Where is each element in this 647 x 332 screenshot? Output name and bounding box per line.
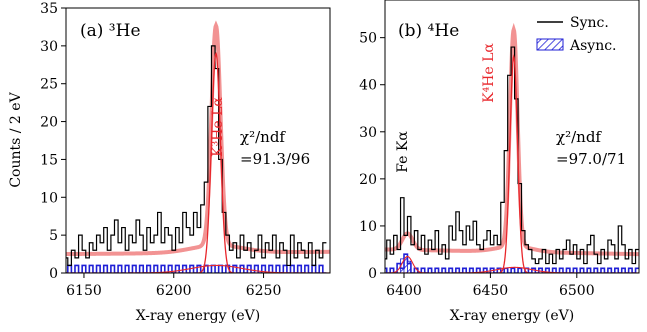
legend-async-label: Async.: [569, 38, 617, 54]
panel-b-async-histogram: [385, 253, 639, 273]
panel-b-x-axis-label: X-ray energy (eV): [450, 308, 575, 324]
panel-b-fit-peak: [385, 54, 639, 273]
panel-b-xtick-label-6450: 6450: [473, 283, 509, 299]
legend-sync-label: Sync.: [570, 15, 609, 31]
panel-b-xtick-label-6500: 6500: [559, 283, 595, 299]
panel-b-ytick-label-50: 50: [359, 31, 377, 47]
legend: Sync. Async.: [536, 15, 617, 54]
panel-a-async-histogram: [66, 264, 327, 273]
panel-a-xtick-label-6150: 6150: [66, 283, 102, 299]
panel-b-fit-total: [385, 22, 639, 257]
panel-a-ytick-label-30: 30: [40, 39, 58, 55]
panel-a-chi-label: χ²/ndf: [240, 128, 286, 146]
panel-a-fit-total: [66, 20, 330, 257]
panel-a-title: (a) ³He: [80, 21, 141, 41]
panel-b-frame: [384, 0, 640, 274]
panel-a-ytick-label-15: 15: [40, 152, 58, 168]
panel-a-xtick-label-6250: 6250: [246, 283, 282, 299]
panel-b-ytick-label-40: 40: [359, 78, 377, 94]
panel-b-xtick-label-6400: 6400: [386, 283, 422, 299]
panel-a-xtick-label-6200: 6200: [156, 283, 192, 299]
panel-b-fe-label: Fe Kα: [395, 131, 411, 173]
panel-b-chi-label: χ²/ndf: [556, 128, 602, 146]
panel-a-ytick-label-25: 25: [40, 77, 58, 93]
panel-b-sync-histogram: [385, 46, 639, 265]
panel-b-ytick-label-20: 20: [359, 172, 377, 188]
panel-b-ytick-label-30: 30: [359, 125, 377, 141]
panel-a-ytick-label-20: 20: [40, 115, 58, 131]
panel-a-sync-histogram: [66, 45, 327, 267]
panel-a-peak-label: K³He Lα: [210, 97, 226, 157]
panel-b-fit-tail: [385, 266, 639, 273]
panel-b-ytick-label-10: 10: [359, 219, 377, 235]
panel-a-ytick-label-35: 35: [40, 1, 58, 17]
panel-b-peak-label: K⁴He Lα: [481, 43, 497, 103]
panel-b-title: (b) ⁴He: [398, 21, 459, 41]
panel-a-chi-value: =91.3/96: [240, 150, 310, 168]
legend-async-swatch: [536, 38, 564, 51]
panel-b-ytick-label-0: 0: [368, 266, 377, 282]
panel-a-ytick-label-10: 10: [40, 190, 58, 206]
panel-a: 6150 6200 6250 0 5 10 15 20 25 30 35 (a) ³He K³He …: [40, 1, 331, 299]
y-axis-label: Counts / 2 eV: [8, 91, 24, 187]
panel-b-chi-value: =97.0/71: [556, 150, 626, 168]
panel-a-frame: [65, 7, 331, 274]
panel-a-ytick-label-5: 5: [49, 228, 58, 244]
panel-a-ytick-label-0: 0: [49, 266, 58, 282]
panel-a-x-axis-label: X-ray energy (eV): [136, 308, 261, 324]
